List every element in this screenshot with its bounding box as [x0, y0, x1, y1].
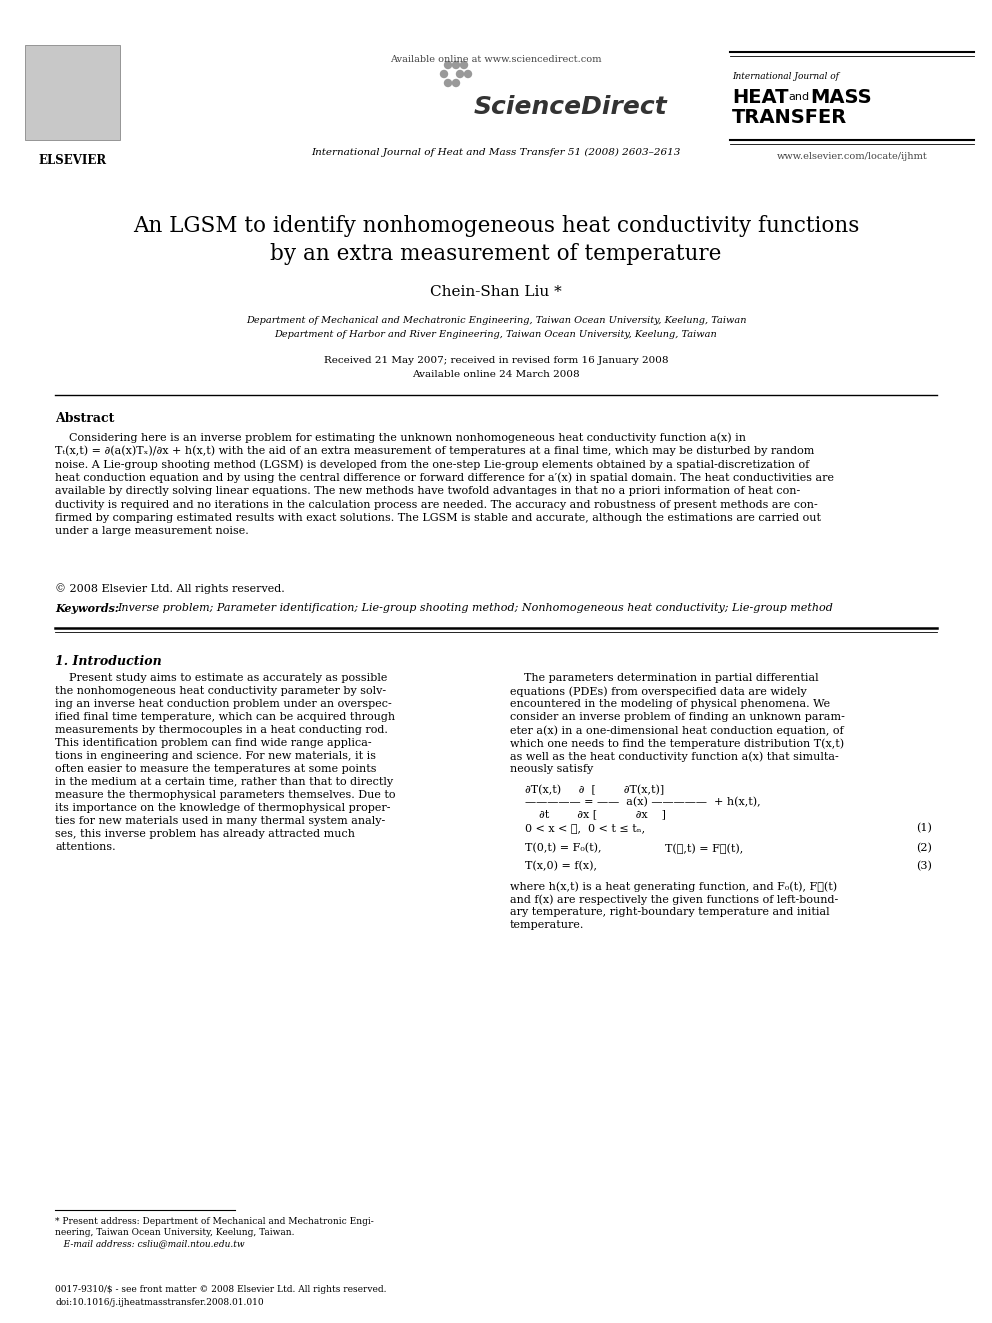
Text: Inverse problem; Parameter identification; Lie-group shooting method; Nonhomogen: Inverse problem; Parameter identificatio…: [117, 603, 833, 613]
Text: measurements by thermocouples in a heat conducting rod.: measurements by thermocouples in a heat …: [55, 725, 388, 736]
Text: Keywords:: Keywords:: [55, 603, 119, 614]
Text: * Present address: Department of Mechanical and Mechatronic Engi-: * Present address: Department of Mechani…: [55, 1217, 374, 1226]
Text: heat conduction equation and by using the central difference or forward differen: heat conduction equation and by using th…: [55, 472, 834, 483]
Text: under a large measurement noise.: under a large measurement noise.: [55, 527, 249, 537]
Circle shape: [440, 70, 447, 78]
Text: © 2008 Elsevier Ltd. All rights reserved.: © 2008 Elsevier Ltd. All rights reserved…: [55, 583, 285, 594]
Text: as well as the heat conductivity function a(x) that simulta-: as well as the heat conductivity functio…: [510, 751, 839, 762]
Text: the nonhomogeneous heat conductivity parameter by solv-: the nonhomogeneous heat conductivity par…: [55, 687, 386, 696]
Text: Considering here is an inverse problem for estimating the unknown nonhomogeneous: Considering here is an inverse problem f…: [55, 433, 746, 443]
Text: ————— = ——  a(x) —————  + h(x,t),: ————— = —— a(x) ————— + h(x,t),: [525, 796, 761, 807]
Text: in the medium at a certain time, rather than that to directly: in the medium at a certain time, rather …: [55, 777, 393, 787]
Text: Abstract: Abstract: [55, 411, 114, 425]
Text: neously satisfy: neously satisfy: [510, 763, 593, 774]
Text: which one needs to find the temperature distribution T(x,t): which one needs to find the temperature …: [510, 738, 844, 749]
Text: and f(x) are respectively the given functions of left-bound-: and f(x) are respectively the given func…: [510, 894, 838, 905]
Text: The parameters determination in partial differential: The parameters determination in partial …: [510, 673, 818, 683]
Text: ary temperature, right-boundary temperature and initial: ary temperature, right-boundary temperat…: [510, 908, 829, 917]
Text: equations (PDEs) from overspecified data are widely: equations (PDEs) from overspecified data…: [510, 687, 806, 697]
Text: Present study aims to estimate as accurately as possible: Present study aims to estimate as accura…: [55, 673, 387, 683]
Text: Department of Mechanical and Mechatronic Engineering, Taiwan Ocean University, K: Department of Mechanical and Mechatronic…: [246, 316, 746, 325]
Text: (1): (1): [917, 823, 932, 833]
Text: T(0,t) = F₀(t),: T(0,t) = F₀(t),: [525, 843, 601, 853]
Text: Available online at www.sciencedirect.com: Available online at www.sciencedirect.co…: [390, 56, 602, 64]
Text: encountered in the modeling of physical phenomena. We: encountered in the modeling of physical …: [510, 699, 830, 709]
Text: consider an inverse problem of finding an unknown param-: consider an inverse problem of finding a…: [510, 712, 845, 722]
Text: often easier to measure the temperatures at some points: often easier to measure the temperatures…: [55, 763, 377, 774]
Text: T(ℓ,t) = Fℓ(t),: T(ℓ,t) = Fℓ(t),: [665, 843, 743, 853]
Text: Tₜ(x,t) = ∂(a(x)Tₓ)/∂x + h(x,t) with the aid of an extra measurement of temperat: Tₜ(x,t) = ∂(a(x)Tₓ)/∂x + h(x,t) with the…: [55, 446, 814, 456]
Circle shape: [444, 61, 451, 69]
Text: 1. Introduction: 1. Introduction: [55, 655, 162, 668]
Text: Department of Harbor and River Engineering, Taiwan Ocean University, Keelung, Ta: Department of Harbor and River Engineeri…: [275, 329, 717, 339]
Text: ∂t        ∂x [           ∂x    ]: ∂t ∂x [ ∂x ]: [525, 808, 666, 819]
Text: MASS: MASS: [810, 89, 872, 107]
Text: temperature.: temperature.: [510, 919, 584, 930]
Text: This identification problem can find wide range applica-: This identification problem can find wid…: [55, 738, 372, 747]
Text: by an extra measurement of temperature: by an extra measurement of temperature: [270, 243, 722, 265]
Text: HEAT: HEAT: [732, 89, 789, 107]
Text: firmed by comparing estimated results with exact solutions. The LGSM is stable a: firmed by comparing estimated results wi…: [55, 513, 821, 523]
Bar: [25, 45, 120, 140]
Text: ified final time temperature, which can be acquired through: ified final time temperature, which can …: [55, 712, 395, 722]
Text: Available online 24 March 2008: Available online 24 March 2008: [413, 370, 579, 378]
Text: ductivity is required and no iterations in the calculation process are needed. T: ductivity is required and no iterations …: [55, 500, 817, 509]
Circle shape: [452, 61, 459, 69]
Text: available by directly solving linear equations. The new methods have twofold adv: available by directly solving linear equ…: [55, 486, 801, 496]
Text: T(x,0) = f(x),: T(x,0) = f(x),: [525, 861, 597, 872]
Text: tions in engineering and science. For new materials, it is: tions in engineering and science. For ne…: [55, 751, 376, 761]
Text: TRANSFER: TRANSFER: [732, 108, 847, 127]
Circle shape: [460, 61, 467, 69]
Text: International Journal of: International Journal of: [732, 71, 839, 81]
Text: where h(x,t) is a heat generating function, and F₀(t), Fℓ(t): where h(x,t) is a heat generating functi…: [510, 881, 837, 892]
Text: ties for new materials used in many thermal system analy-: ties for new materials used in many ther…: [55, 816, 385, 826]
Text: neering, Taiwan Ocean University, Keelung, Taiwan.: neering, Taiwan Ocean University, Keelun…: [55, 1228, 295, 1237]
Text: 0 < x < ℓ,  0 < t ≤ tₙ,: 0 < x < ℓ, 0 < t ≤ tₙ,: [525, 823, 645, 833]
Text: www.elsevier.com/locate/ijhmt: www.elsevier.com/locate/ijhmt: [777, 152, 928, 161]
Circle shape: [452, 79, 459, 86]
Text: eter a(x) in a one-dimensional heat conduction equation, of: eter a(x) in a one-dimensional heat cond…: [510, 725, 843, 736]
Text: Chein-Shan Liu *: Chein-Shan Liu *: [431, 284, 561, 299]
Text: ScienceDirect: ScienceDirect: [474, 95, 668, 119]
Text: ses, this inverse problem has already attracted much: ses, this inverse problem has already at…: [55, 830, 355, 839]
Text: 0017-9310/$ - see front matter © 2008 Elsevier Ltd. All rights reserved.: 0017-9310/$ - see front matter © 2008 El…: [55, 1285, 387, 1294]
Text: (3): (3): [917, 861, 932, 872]
Circle shape: [444, 79, 451, 86]
Text: attentions.: attentions.: [55, 841, 116, 852]
Text: Received 21 May 2007; received in revised form 16 January 2008: Received 21 May 2007; received in revise…: [323, 356, 669, 365]
Text: ELSEVIER: ELSEVIER: [39, 153, 106, 167]
Text: ing an inverse heat conduction problem under an overspec-: ing an inverse heat conduction problem u…: [55, 699, 392, 709]
Text: noise. A Lie-group shooting method (LGSM) is developed from the one-step Lie-gro: noise. A Lie-group shooting method (LGSM…: [55, 459, 809, 470]
Text: International Journal of Heat and Mass Transfer 51 (2008) 2603–2613: International Journal of Heat and Mass T…: [311, 148, 681, 157]
Text: its importance on the knowledge of thermophysical proper-: its importance on the knowledge of therm…: [55, 803, 391, 814]
Text: ∂T(x,t)     ∂  [        ∂T(x,t)]: ∂T(x,t) ∂ [ ∂T(x,t)]: [525, 785, 665, 795]
Text: An LGSM to identify nonhomogeneous heat conductivity functions: An LGSM to identify nonhomogeneous heat …: [133, 216, 859, 237]
Text: (2): (2): [917, 843, 932, 853]
Text: doi:10.1016/j.ijheatmasstransfer.2008.01.010: doi:10.1016/j.ijheatmasstransfer.2008.01…: [55, 1298, 264, 1307]
Text: measure the thermophysical parameters themselves. Due to: measure the thermophysical parameters th…: [55, 790, 396, 800]
Text: and: and: [788, 93, 809, 102]
Circle shape: [456, 70, 463, 78]
Circle shape: [464, 70, 471, 78]
Text: E-mail address: csliu@mail.ntou.edu.tw: E-mail address: csliu@mail.ntou.edu.tw: [55, 1240, 245, 1248]
